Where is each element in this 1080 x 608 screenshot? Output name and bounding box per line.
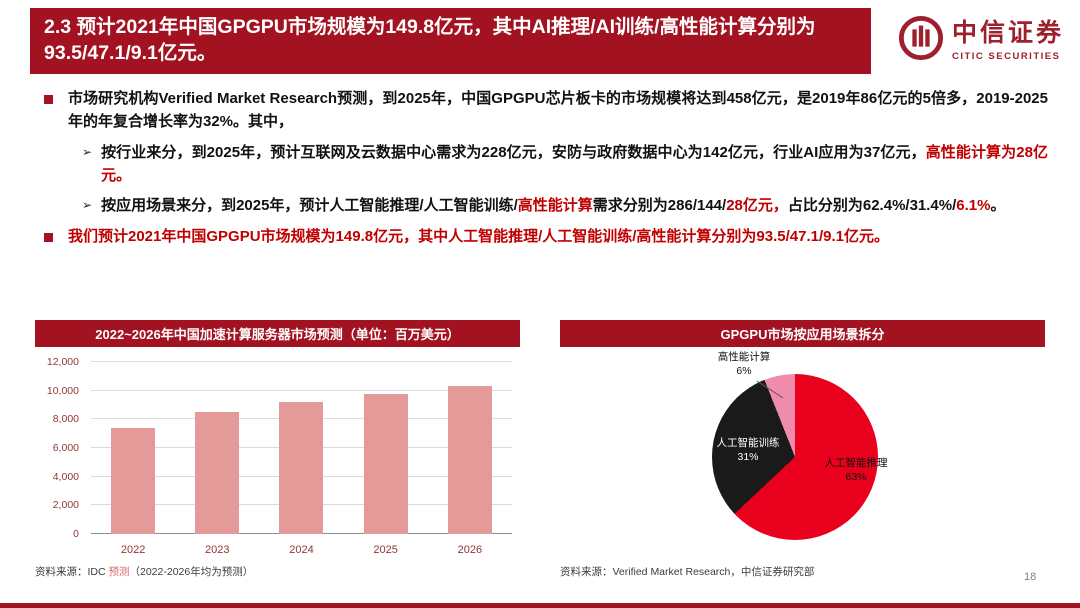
bullet-1: 市场研究机构Verified Market Research预测，到2025年，… — [35, 88, 1048, 133]
sub1-red: 高性能计算为28亿元。 — [101, 144, 1048, 184]
pie-chart: GPGPU市场按应用场景拆分 高性能计算 6% 人工智能训练 31% 人工智能推… — [560, 320, 1045, 579]
bar-chart-title: 2022~2026年中国加速计算服务器市场预测（单位：百万美元） — [35, 320, 520, 347]
header-banner: 2.3 预计2021年中国GPGPU市场规模为149.8亿元，其中AI推理/AI… — [30, 8, 871, 74]
bar-chart-body: 0 2,000 4,000 6,000 8,000 10,000 12,000 2022 20… — [35, 350, 520, 556]
sub-bullet-2: ➢ 按应用场景来分，到2025年，预计人工智能推理/人工智能训练/高性能计算需求… — [82, 195, 1048, 218]
arrow-icon: ➢ — [82, 198, 93, 212]
bars — [91, 362, 512, 534]
x-tick-label: 2025 — [373, 544, 398, 556]
pie-chart-title: GPGPU市场按应用场景拆分 — [560, 320, 1045, 347]
bar-plot-area — [91, 361, 512, 534]
bullet-2-text: 我们预计2021年中国GPGPU市场规模为149.8亿元，其中人工智能推理/人工… — [68, 227, 889, 245]
bar-2025 — [363, 393, 408, 534]
logo-text: 中信证券 CITIC SECURITIES — [952, 13, 1064, 62]
bar-2023 — [195, 412, 240, 534]
sub2-seg2: 需求分别为286/144/ — [592, 197, 727, 214]
page-number: 18 — [1024, 571, 1037, 583]
source-link[interactable]: 预测 — [108, 566, 130, 578]
x-tick-label: 2022 — [120, 544, 146, 556]
pie-label-train-name: 人工智能训练 — [716, 437, 780, 449]
y-tick-label: 2,000 — [52, 499, 79, 512]
body-content: 市场研究机构Verified Market Research预测，到2025年，… — [35, 88, 1048, 257]
source-prefix: 资料来源：IDC — [35, 566, 109, 578]
bottom-accent-bar — [0, 603, 1080, 608]
bullet-1-span: 市场研究机构Verified Market Research预测，到2025年，… — [68, 90, 1048, 130]
sub1-black: 按行业来分，到2025年，预计互联网及云数据中心需求为228亿元，安防与政府数据… — [101, 144, 926, 161]
gridline — [91, 389, 512, 391]
bar-chart: 2022~2026年中国加速计算服务器市场预测（单位：百万美元） 0 2,000 4… — [35, 320, 520, 579]
pie — [712, 374, 878, 540]
y-tick-label: 0 — [73, 528, 79, 540]
x-tick-label: 2023 — [205, 544, 230, 556]
citic-logo-icon — [898, 15, 944, 60]
bar-chart-source: 资料来源：IDC 预测（2022-2026年均为预测） — [35, 564, 520, 579]
gridline — [91, 361, 512, 362]
x-axis: 2022 2023 2024 2025 2026 — [91, 538, 512, 556]
bullet-square-icon — [44, 232, 53, 242]
sub2-red3: 6.1% — [956, 197, 991, 214]
pie-chart-source: 资料来源：Verified Market Research，中信证券研究部 — [560, 566, 815, 578]
pie-label-infer: 人工智能推理 63% — [806, 456, 906, 484]
pie-label-train-pct: 31% — [737, 451, 759, 464]
charts-row: 2022~2026年中国加速计算服务器市场预测（单位：百万美元） 0 2,000 4… — [35, 320, 1045, 579]
x-tick-label: 2024 — [289, 544, 314, 556]
pie-label-infer-pct: 63% — [845, 471, 867, 484]
sub-bullet-1-text: 按行业来分，到2025年，预计互联网及云数据中心需求为228亿元，安防与政府数据… — [101, 142, 1048, 187]
y-tick-label: 12,000 — [46, 356, 79, 368]
sub-bullet-1: ➢ 按行业来分，到2025年，预计互联网及云数据中心需求为228亿元，安防与政府… — [82, 142, 1048, 187]
sub2-seg3: 占比分别为62.4%/31.4%/ — [787, 197, 957, 214]
pie-chart-body: 高性能计算 6% 人工智能训练 31% 人工智能推理 63% — [560, 350, 1045, 556]
pie-label-train: 人工智能训练 31% — [698, 436, 798, 464]
bar-2024 — [279, 402, 324, 534]
source-suffix: （2022-2026年均为预测） — [129, 566, 254, 578]
logo-cn: 中信证券 — [951, 20, 1064, 47]
bar-2022 — [111, 427, 156, 534]
pie-label-hpc-pct: 6% — [736, 365, 752, 378]
sub-bullet-2-text: 按应用场景来分，到2025年，预计人工智能推理/人工智能训练/高性能计算需求分别… — [101, 195, 1005, 218]
pie-label-infer-name: 人工智能推理 — [824, 457, 888, 469]
y-tick-label: 6,000 — [52, 442, 79, 454]
bullet-square-icon — [44, 95, 53, 104]
sub2-seg1: 按应用场景来分，到2025年，预计人工智能推理/人工智能训练/ — [101, 197, 518, 214]
bullet-1-text: 市场研究机构Verified Market Research预测，到2025年，… — [68, 88, 1048, 133]
y-tick-label: 10,000 — [46, 384, 79, 397]
x-tick-label: 2026 — [457, 544, 483, 556]
bullet-2: 我们预计2021年中国GPGPU市场规模为149.8亿元，其中人工智能推理/人工… — [35, 226, 1048, 249]
sub2-red1: 高性能计算 — [517, 197, 593, 214]
bar-2026 — [447, 385, 492, 534]
pie-label-hpc: 高性能计算 6% — [688, 350, 800, 378]
pie-label-hpc-name: 高性能计算 — [717, 351, 771, 363]
arrow-icon: ➢ — [82, 145, 93, 159]
page-title: 2.3 预计2021年中国GPGPU市场规模为149.8亿元，其中AI推理/AI… — [44, 16, 816, 64]
citic-logo: 中信证券 CITIC SECURITIES — [898, 13, 1064, 62]
y-axis: 0 2,000 4,000 6,000 8,000 10,000 12,000 — [35, 356, 87, 540]
y-tick-label: 4,000 — [52, 470, 79, 483]
y-tick-label: 8,000 — [52, 413, 79, 426]
logo-en: CITIC SECURITIES — [951, 51, 1061, 62]
sub2-seg4: 。 — [990, 197, 1006, 214]
sub2-red2: 28亿元， — [726, 197, 788, 214]
